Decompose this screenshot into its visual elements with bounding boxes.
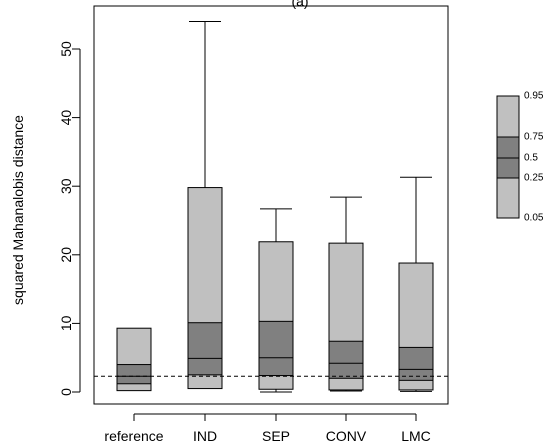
box-inner-range: [187, 322, 223, 376]
y-tick-label: 20: [58, 247, 74, 263]
x-tick-label: SEP: [262, 428, 290, 444]
legend: 0.95 0.75 0.5 0.25 0.05: [496, 91, 544, 224]
box-inner-range: [328, 340, 364, 379]
plot-frame: [93, 5, 449, 405]
box-sep: [258, 208, 294, 393]
box-inner-range: [258, 320, 294, 377]
legend-label: 0.75: [524, 132, 544, 143]
legend-label: 0.25: [524, 173, 544, 184]
y-tick-label: 50: [58, 41, 74, 57]
box-lmc: [398, 176, 434, 392]
y-tick-label: 40: [58, 110, 74, 126]
box-inner-range: [116, 364, 152, 385]
legend-label: 0.05: [524, 213, 544, 224]
y-tick-label: 0: [58, 388, 74, 396]
y-tick-label: 30: [58, 178, 74, 194]
y-axis-title: squared Mahanalobis distance: [10, 115, 26, 305]
x-tick-label: IND: [193, 428, 217, 444]
legend-label: 0.5: [524, 153, 538, 164]
box-reference: [116, 327, 152, 392]
legend-label: 0.95: [524, 91, 544, 102]
x-tick-label: CONV: [326, 428, 367, 444]
box-ind: [187, 21, 223, 390]
box-inner-range: [398, 346, 434, 381]
box-conv: [328, 196, 364, 392]
x-axis: reference IND SEP CONV LMC: [104, 413, 431, 444]
y-axis: 0 10 20 30 40 50: [58, 41, 81, 396]
y-tick-label: 10: [58, 315, 74, 331]
x-tick-label: reference: [104, 428, 163, 444]
chart-title-fragment: (a): [291, 0, 309, 9]
box-series: [116, 21, 434, 393]
x-tick-label: LMC: [401, 428, 431, 444]
